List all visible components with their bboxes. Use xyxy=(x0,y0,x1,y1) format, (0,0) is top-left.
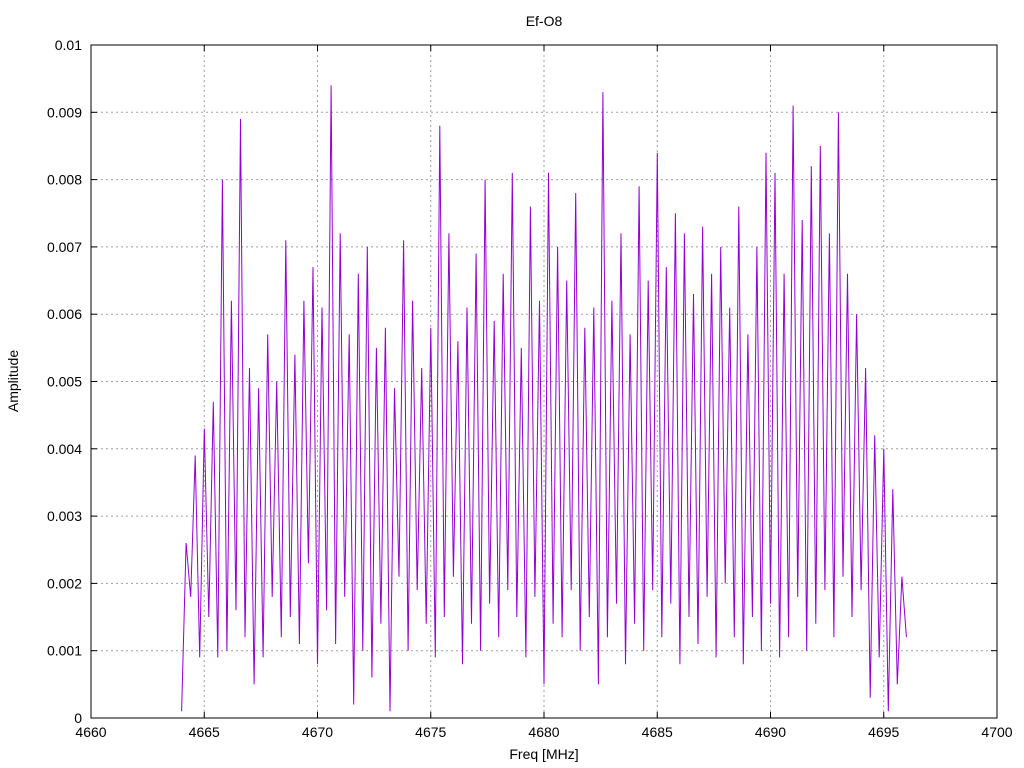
y-tick-label: 0.005 xyxy=(47,374,82,390)
y-tick-label: 0.001 xyxy=(47,643,82,659)
x-tick-label: 4700 xyxy=(981,724,1012,740)
series-line xyxy=(181,85,907,712)
y-tick-label: 0.008 xyxy=(47,172,82,188)
chart-title: Ef-O8 xyxy=(526,13,563,29)
y-axis-title: Amplitude xyxy=(5,350,21,412)
axis-ticks: 4660 4665 4670 4675 4680 4685 4690 4695 4700 0 0.0… xyxy=(47,37,1013,740)
y-tick-label: 0.007 xyxy=(47,239,82,255)
y-tick-label: 0 xyxy=(74,710,82,726)
y-tick-label: 0.002 xyxy=(47,575,82,591)
y-tick-label: 0.003 xyxy=(47,508,82,524)
x-axis-title: Freq [MHz] xyxy=(509,746,578,762)
grid xyxy=(91,45,997,718)
x-tick-label: 4670 xyxy=(302,724,333,740)
x-tick-label: 4695 xyxy=(868,724,899,740)
x-tick-label: 4675 xyxy=(415,724,446,740)
x-tick-label: 4665 xyxy=(189,724,220,740)
y-tick-label: 0.01 xyxy=(55,37,82,53)
x-tick-label: 4680 xyxy=(528,724,559,740)
y-tick-label: 0.006 xyxy=(47,306,82,322)
x-tick-label: 4690 xyxy=(755,724,786,740)
x-tick-label: 4685 xyxy=(642,724,673,740)
x-tick-label: 4660 xyxy=(75,724,106,740)
y-tick-label: 0.009 xyxy=(47,104,82,120)
y-tick-label: 0.004 xyxy=(47,441,82,457)
data-series xyxy=(181,85,907,712)
